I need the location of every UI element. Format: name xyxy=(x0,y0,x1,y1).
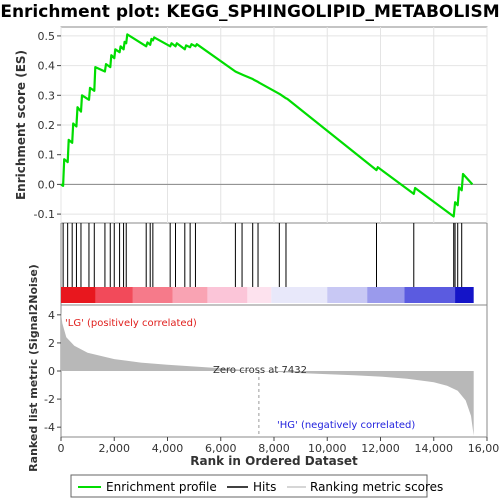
x-tick-label: 16,000 xyxy=(468,442,500,455)
metric-y-tick-label: 2 xyxy=(48,337,55,350)
legend-entry-hits: Hits xyxy=(253,480,276,494)
x-tick-label: 12,000 xyxy=(361,442,400,455)
x-tick-label: 8,000 xyxy=(258,442,290,455)
ranking-metric-area xyxy=(61,312,474,436)
es-y-tick-label: 0.0 xyxy=(38,178,56,191)
metric-area-group xyxy=(61,312,474,436)
heatmap-band xyxy=(61,287,96,303)
zero-cross-label: Zero cross at 7432 xyxy=(213,365,307,376)
hit-marks-group xyxy=(62,223,463,287)
heatmap-band xyxy=(404,287,456,303)
es-y-tick-label: 0.4 xyxy=(38,60,56,73)
es-y-axis-label: Enrichment score (ES) xyxy=(14,50,28,200)
legend-entry-profile: Enrichment profile xyxy=(106,480,217,494)
legend-entry-metric: Ranking metric scores xyxy=(310,480,443,494)
metric-y-tick-label: -4 xyxy=(44,421,55,434)
es-y-tick-label: 0.1 xyxy=(38,149,56,162)
enrichment-profile-line xyxy=(60,33,474,218)
es-curve-group xyxy=(60,33,474,218)
heatmap-band xyxy=(207,287,248,303)
heatmap-band xyxy=(367,287,405,303)
chart-title: Enrichment plot: KEGG_SPHINGOLIPID_METAB… xyxy=(0,2,499,22)
heatmap-band xyxy=(247,287,272,303)
heatmap-band xyxy=(132,287,173,303)
metric-y-axis-ticks: -4 -2 0 2 4 xyxy=(44,309,61,434)
x-tick-label: 2,000 xyxy=(99,442,131,455)
rank-heatmap-bar xyxy=(61,287,474,303)
es-y-tick-label: 0.3 xyxy=(38,89,56,102)
x-axis-ticks: 0 2,000 4,000 6,000 8,000 10,000 12,000 14,000 1… xyxy=(58,437,500,455)
heatmap-band xyxy=(95,287,133,303)
negative-correlation-label: 'HG' (negatively correlated) xyxy=(277,420,415,431)
es-y-tick-label: -0.1 xyxy=(34,208,55,221)
legend: Enrichment profile Hits Ranking metric s… xyxy=(70,474,443,498)
metric-y-tick-label: -2 xyxy=(44,393,55,406)
heatmap-band xyxy=(455,287,474,303)
x-axis-label: Rank in Ordered Dataset xyxy=(190,454,358,468)
x-tick-label: 0 xyxy=(58,442,65,455)
metric-y-axis-label: Ranked list metric (Signal2Noise) xyxy=(27,264,40,472)
metric-y-tick-label: 4 xyxy=(48,309,55,322)
heatmap-band xyxy=(172,287,208,303)
es-gridlines xyxy=(60,27,488,223)
x-tick-label: 6,000 xyxy=(205,442,237,455)
x-tick-label: 14,000 xyxy=(415,442,454,455)
x-tick-label: 4,000 xyxy=(152,442,184,455)
es-y-axis-ticks: -0.1 0.0 0.1 0.2 0.3 0.4 0.5 xyxy=(34,30,61,221)
positive-correlation-label: 'LG' (positively correlated) xyxy=(65,318,197,329)
heatmap-band xyxy=(271,287,328,303)
x-tick-label: 10,000 xyxy=(308,442,347,455)
es-y-tick-label: 0.5 xyxy=(38,30,56,43)
es-y-tick-label: 0.2 xyxy=(38,119,56,132)
legend-box xyxy=(70,474,428,498)
metric-y-tick-label: 0 xyxy=(48,365,55,378)
heatmap-band xyxy=(327,287,368,303)
